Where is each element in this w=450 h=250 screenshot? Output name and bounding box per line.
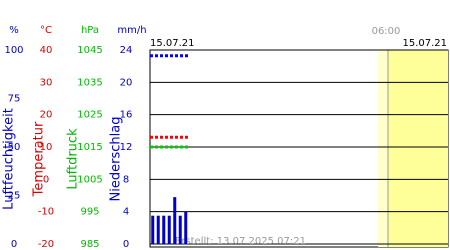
precip-bar [167,215,171,244]
time-label: 06:00 [372,26,401,37]
y-tick-label: 985 [80,239,99,250]
precip-bar [178,215,182,244]
y-tick-label: 0 [11,239,17,250]
axis-unit: mm/h [117,25,146,36]
y-tick-label: 40 [40,45,53,56]
y-tick-label: 1045 [77,45,102,56]
axis-label: Luftfeuchtigkeit [2,108,17,210]
precip-bar [173,197,177,244]
start-date: 15.07.21 [150,38,195,49]
y-tick-label: 1035 [77,77,102,88]
axis-unit: % [9,25,19,36]
night-region [388,50,448,247]
y-tick-label: 24 [120,45,133,56]
y-tick-label: 12 [120,142,133,153]
y-tick-label: 50 [8,142,21,153]
y-tick-label: 1025 [77,110,102,121]
axis-unit: hPa [81,25,99,36]
axis-label: Temperatur [32,121,47,197]
y-tick-label: 20 [40,110,53,121]
y-tick-label: 1005 [77,174,102,185]
axis-unit: °C [40,25,52,36]
y-tick-label: 0 [123,239,129,250]
y-tick-label: 75 [8,94,21,105]
precip-bar [156,215,160,244]
y-tick-label: 0 [43,174,49,185]
y-tick-label: 1015 [77,142,102,153]
y-tick-label: 30 [40,77,53,88]
y-tick-label: 995 [80,207,99,218]
y-tick-label: -10 [38,207,54,218]
end-date: 15.07.21 [402,38,447,49]
y-tick-label: 16 [120,110,133,121]
axis-label: Niederschlag [109,117,124,202]
y-tick-label: 100 [4,45,23,56]
created-label: Erstellt: 13.07.2025 07:21 [175,236,306,247]
precip-bar [162,215,166,244]
y-tick-label: 10 [40,142,53,153]
y-tick-label: 25 [8,191,21,202]
y-tick-label: 8 [123,174,129,185]
precip-bar [151,215,155,244]
precip-bar [184,211,188,244]
axis-label: Luftdruck [66,128,81,190]
y-tick-label: 20 [120,77,133,88]
y-tick-label: 4 [123,207,129,218]
y-tick-label: -20 [38,239,54,250]
dusk-region [378,50,388,247]
